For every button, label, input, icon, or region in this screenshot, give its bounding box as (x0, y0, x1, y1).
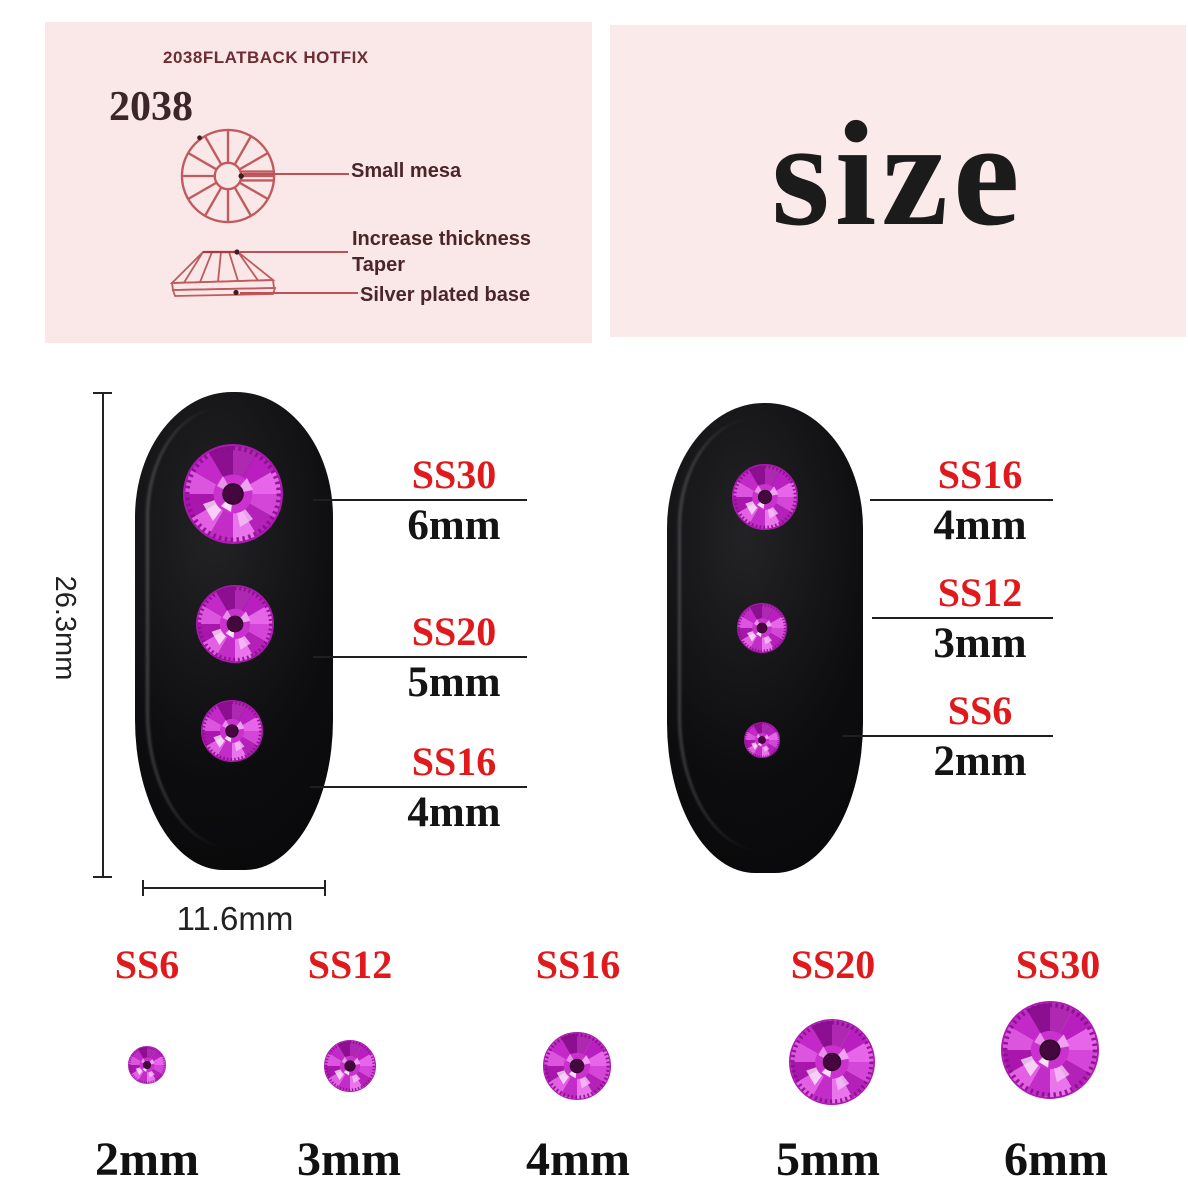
nail-width-label: 11.6mm (176, 900, 294, 937)
spec-panel: 2038FLATBACK HOTFIX 2038 Small mesa (45, 22, 592, 343)
gem-ss12-icon (737, 603, 787, 653)
chart-ss-label: SS30 (1015, 942, 1101, 987)
callout-ss16: SS16 4mm (310, 742, 527, 834)
leader-line (313, 499, 527, 501)
gem-ss12-icon (324, 1040, 376, 1092)
width-measure (142, 880, 326, 896)
mesa-label: Small mesa (351, 160, 462, 182)
size-heading: size (771, 91, 1025, 257)
gem-ss6-icon (128, 1046, 166, 1084)
chart-mm-label: 2mm (95, 1133, 199, 1186)
size-code-label: SS16 (937, 452, 1023, 497)
thickness-label: Increase thickness (352, 228, 531, 250)
measure-cap-right (324, 880, 326, 896)
chart-ss-label: SS20 (790, 942, 876, 987)
measure-cap-bottom (93, 876, 112, 878)
measure-cap-top (93, 392, 112, 394)
measure-cap-left (142, 880, 144, 896)
gem-ss20-icon (789, 1019, 875, 1105)
size-mm-label: 4mm (933, 502, 1027, 549)
base-label: Silver plated base (360, 284, 531, 306)
callout-ss30: SS30 6mm (313, 455, 527, 547)
gem-ss20-icon (196, 585, 274, 663)
nail-length-label: 26.3mm (49, 575, 81, 681)
chart-ss-label: SS6 (114, 942, 180, 987)
leader-line (842, 735, 1053, 737)
chart-mm-label: 3mm (297, 1133, 401, 1186)
size-panel: size (610, 25, 1186, 337)
size-mm-label: 6mm (407, 502, 501, 549)
chart-mm-label: 4mm (526, 1133, 630, 1186)
gem-side-view-diagram (170, 249, 277, 297)
size-mm-label: 4mm (407, 789, 501, 836)
chart-mm-label: 6mm (1004, 1133, 1108, 1186)
measure-line-horizontal (142, 887, 326, 889)
size-mm-label: 2mm (933, 738, 1027, 785)
size-mm-label: 3mm (933, 620, 1027, 667)
leader-line (310, 786, 527, 788)
leader-line (313, 656, 527, 658)
gem-ss16-icon (201, 700, 263, 762)
callout-ss20: SS20 5mm (313, 612, 527, 704)
leader-line (872, 617, 1053, 619)
gem-ss16-icon (543, 1032, 611, 1100)
measure-line-vertical (102, 392, 104, 878)
chart-ss-label: SS12 (307, 942, 393, 987)
length-measure (93, 392, 112, 878)
gem-ss16-icon (732, 464, 798, 530)
size-code-label: SS12 (937, 570, 1023, 615)
callout-ss12: SS12 3mm (872, 573, 1053, 665)
chart-ss-label: SS16 (535, 942, 621, 987)
size-mm-label: 5mm (407, 659, 501, 706)
gem-top-view-diagram (180, 128, 276, 224)
taper-label: Taper (352, 254, 405, 276)
size-code-label: SS6 (947, 688, 1013, 733)
callout-ss6: SS6 2mm (842, 691, 1053, 783)
gem-ss6-icon (744, 722, 780, 758)
size-code-label: SS20 (411, 609, 497, 654)
leader-line (870, 499, 1053, 501)
spec-panel-title: 2038FLATBACK HOTFIX (163, 48, 369, 67)
size-code-label: SS30 (411, 452, 497, 497)
chart-mm-label: 5mm (776, 1133, 880, 1186)
gem-ss30-icon (1001, 1001, 1099, 1099)
size-code-label: SS16 (411, 739, 497, 784)
leader-line-mesa (243, 173, 349, 175)
gem-ss30-icon (183, 444, 283, 544)
model-number: 2038 (109, 84, 193, 130)
leader-line-base (240, 292, 358, 294)
leader-line-thickness (240, 251, 348, 253)
callout-ss16-right: SS16 4mm (870, 455, 1053, 547)
